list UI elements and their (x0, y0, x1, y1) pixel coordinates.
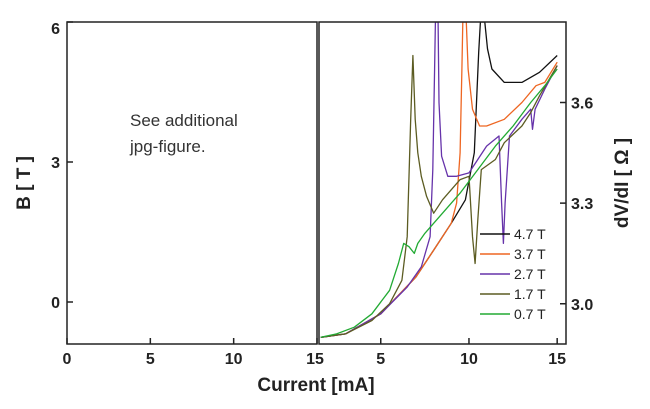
left-note-line-2: jpg-figure. (129, 137, 206, 156)
right-plot-frame (318, 21, 567, 345)
left-note-line-1: See additional (130, 111, 238, 130)
left-ticks: 0 5 10 15 0 3 6 (51, 21, 324, 368)
series-line-3 (320, 54, 558, 338)
series-line-1 (320, 22, 558, 338)
legend-label-0: 4.7 T (514, 226, 546, 242)
right-y-tick-label: 3.0 (571, 297, 593, 314)
left-y-axis-title: B [ T ] (14, 156, 35, 210)
right-ticks: 5 10 15 3.0 3.3 3.6 (376, 96, 593, 369)
right-x-tick-label: 10 (460, 351, 478, 368)
left-panel: 0 5 10 15 0 3 6 See additional jpg-figure. B [… (14, 21, 324, 368)
right-y-tick-label: 3.3 (571, 196, 593, 213)
left-x-tick-label: 5 (146, 351, 155, 368)
left-y-tick-label: 0 (51, 295, 60, 312)
left-x-tick-label: 0 (63, 351, 72, 368)
left-x-tick-label: 10 (225, 351, 243, 368)
left-y-tick-label: 6 (51, 21, 60, 38)
legend: 4.7 T 3.7 T 2.7 T 1.7 T 0.7 T (480, 226, 546, 322)
right-x-tick-label: 5 (376, 351, 385, 368)
series-line-4 (320, 68, 558, 338)
legend-label-1: 3.7 T (514, 246, 546, 262)
x-axis-title: Current [mA] (257, 375, 374, 396)
legend-label-4: 0.7 T (514, 306, 546, 322)
left-plot-frame (66, 21, 318, 345)
right-y-tick-label: 3.6 (571, 96, 593, 113)
right-x-tick-label: 15 (548, 351, 566, 368)
legend-label-3: 1.7 T (514, 286, 546, 302)
series-line-2 (320, 22, 558, 338)
right-series (320, 22, 558, 338)
left-y-tick-label: 3 (51, 155, 60, 172)
right-y-axis-title: dV/dI [ Ω ] (612, 138, 633, 228)
right-panel: 5 10 15 3.0 3.3 3.6 4.7 T 3.7 T 2.7 T 1.7 T 0.7 T… (318, 21, 633, 369)
left-x-tick-label: 15 (306, 351, 324, 368)
legend-label-2: 2.7 T (514, 266, 546, 282)
